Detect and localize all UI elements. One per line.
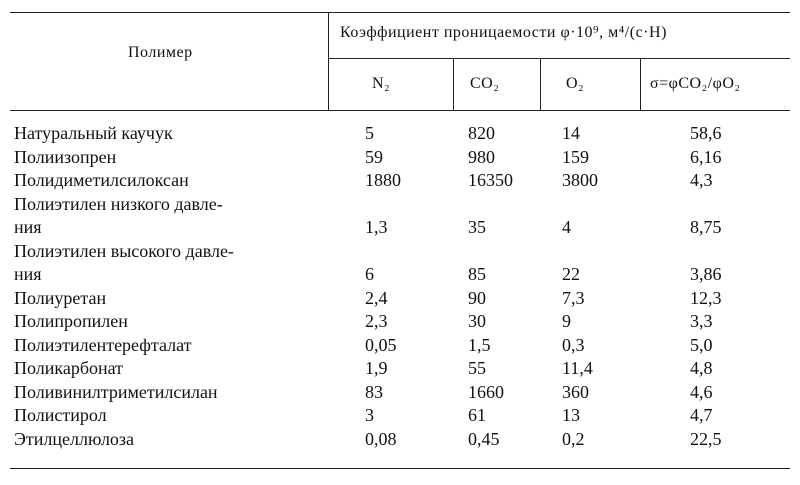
cell: 90: [468, 287, 486, 308]
header-group: Коэффициент проницаемости φ·10⁹, м⁴/(с·Н…: [340, 24, 667, 41]
cell: 4,7: [690, 405, 713, 425]
cell: 6: [365, 264, 374, 284]
column-header: O₂: [566, 75, 585, 92]
cell: 1660: [468, 381, 504, 402]
cell: 360: [562, 381, 589, 402]
row-name: Полиуретан: [14, 287, 107, 308]
rule: [540, 58, 541, 110]
row-name: Поливинилтриметилсилан: [14, 381, 218, 402]
cell: 61: [468, 405, 486, 425]
cell: 820: [468, 123, 495, 143]
cell: 1,5: [468, 334, 491, 355]
cell: 4: [562, 217, 571, 237]
cell: 58,6: [690, 123, 722, 143]
cell: 9: [562, 311, 571, 331]
cell: 4,8: [690, 358, 713, 378]
cell: 0,08: [365, 428, 397, 449]
cell: 22,5: [690, 428, 722, 449]
cell: 14: [562, 123, 580, 143]
cell: 3: [365, 405, 374, 425]
column-header: CO₂: [470, 75, 500, 92]
rule: [10, 468, 790, 469]
cell: 59: [365, 146, 383, 167]
cell: 7,3: [562, 287, 585, 308]
cell: 16350: [468, 170, 513, 190]
cell: 0,3: [562, 334, 585, 355]
cell: 4,3: [690, 170, 713, 190]
row-name: Полиизопрен: [14, 146, 117, 167]
row-name: Полипропилен: [14, 311, 128, 331]
cell: 35: [468, 217, 486, 237]
rule: [453, 58, 454, 110]
row-name: Полиэтилен высокого давле-: [14, 240, 234, 261]
cell: 0,05: [365, 334, 397, 355]
cell: 3800: [562, 170, 598, 190]
cell: 6,16: [690, 146, 722, 167]
cell: 55: [468, 358, 486, 378]
rule: [10, 12, 790, 13]
cell: 22: [562, 264, 580, 284]
row-name: Полиэтилентерефталат: [14, 334, 192, 355]
cell: 159: [562, 146, 589, 167]
cell: 0,2: [562, 428, 585, 449]
column-header: N₂: [372, 75, 391, 92]
cell: 2,3: [365, 311, 388, 331]
rule: [328, 58, 790, 59]
cell: 5: [365, 123, 374, 143]
row-name: ния: [14, 217, 42, 237]
cell: 4,6: [690, 381, 713, 402]
cell: 2,4: [365, 287, 388, 308]
cell: 0,45: [468, 428, 500, 449]
row-name: Этилцеллюлоза: [14, 428, 135, 449]
cell: 3,86: [690, 264, 722, 284]
row-name: Полидиметилсилоксан: [14, 170, 189, 190]
row-name: Полистирол: [14, 405, 107, 425]
column-header: σ=φCO₂/φO₂: [650, 75, 741, 92]
row-name: Полиэтилен низкого давле-: [14, 193, 223, 214]
cell: 8,75: [690, 217, 722, 237]
cell: 1880: [365, 170, 401, 190]
row-name: Натуральный каучук: [14, 123, 173, 143]
row-name: ния: [14, 264, 42, 284]
cell: 1,9: [365, 358, 388, 378]
cell: 11,4: [562, 358, 593, 378]
rule: [640, 58, 641, 110]
cell: 13: [562, 405, 580, 425]
cell: 1,3: [365, 217, 388, 237]
rule: [10, 110, 790, 111]
cell: 980: [468, 146, 495, 167]
cell: 85: [468, 264, 486, 284]
header-polymer: Полимер: [128, 44, 193, 61]
rule: [328, 12, 329, 110]
cell: 30: [468, 311, 486, 331]
cell: 5,0: [690, 334, 713, 355]
cell: 83: [365, 381, 383, 402]
cell: 12,3: [690, 287, 722, 308]
row-name: Поликарбонат: [14, 358, 124, 378]
cell: 3,3: [690, 311, 713, 331]
